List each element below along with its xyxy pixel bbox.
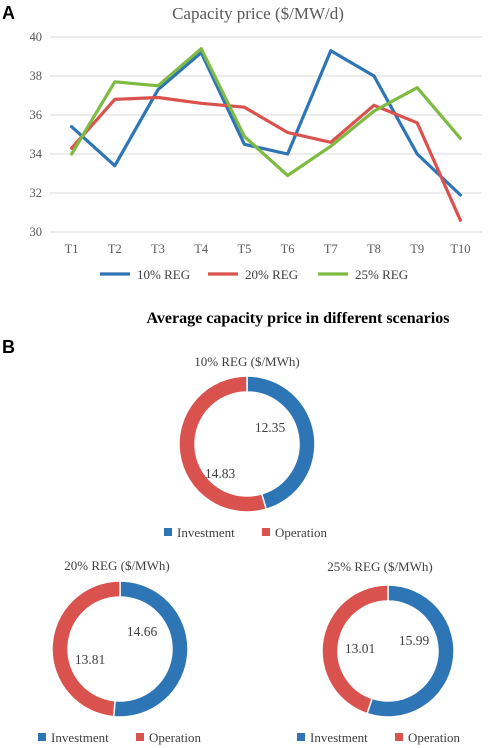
donut-chart-20: 20% REG ($/MWh) 14.66 13.81 Investment Opera… — [38, 558, 201, 745]
panel-a-label: A — [2, 3, 15, 23]
donut-slice-investment — [366, 584, 455, 718]
x-tick-label: T8 — [367, 242, 381, 256]
legend-label: Operation — [408, 730, 460, 745]
donut-slice-operation — [51, 580, 121, 718]
legend-label: 10% REG — [137, 267, 190, 282]
donut-title: 25% REG ($/MWh) — [327, 559, 432, 574]
slice-value-label: 14.66 — [127, 624, 158, 639]
x-tick-label: T1 — [65, 242, 79, 256]
slice-value-label: 13.01 — [345, 641, 375, 656]
series-line-2 — [69, 95, 462, 222]
line-chart-legend: 10% REG 20% REG 25% REG — [100, 267, 408, 282]
legend-swatch — [262, 528, 270, 536]
donut-slice-investment — [112, 580, 189, 718]
legend-swatch — [395, 733, 403, 741]
donut-chart-25: 25% REG ($/MWh) 15.99 13.01 Investment Opera… — [297, 559, 460, 745]
y-tick-label: 32 — [30, 186, 43, 200]
slice-value-label: 14.83 — [205, 466, 236, 481]
x-tick-label: T2 — [108, 242, 122, 256]
slice-value-label: 12.35 — [255, 420, 286, 435]
panel-b-title: Average capacity price in different scen… — [147, 310, 450, 327]
donut-slice-operation — [321, 584, 389, 715]
legend-label: 25% REG — [355, 267, 408, 282]
legend-swatch — [297, 733, 305, 741]
legend-label: Investment — [177, 525, 235, 540]
legend-label: 20% REG — [245, 267, 298, 282]
legend-label: Investment — [51, 730, 109, 745]
series-line-1 — [69, 49, 462, 197]
x-tick-label: T4 — [194, 242, 209, 256]
x-tick-label: T7 — [324, 242, 338, 256]
legend-swatch — [38, 733, 46, 741]
y-tick-label: 30 — [30, 225, 43, 239]
legend-label: Investment — [310, 730, 368, 745]
x-tick-label: T3 — [151, 242, 165, 256]
x-tick-label: T5 — [237, 242, 251, 256]
donut-title: 10% REG ($/MWh) — [194, 354, 299, 369]
series-line-3 — [69, 47, 462, 178]
line-chart-title: Capacity price ($/MW/d) — [172, 4, 344, 23]
donut-slice-investment — [246, 375, 316, 511]
line-chart: 30 32 34 36 38 40 T1 T2 T3 T4 T5 T6 T7 T8 T9 T10 — [30, 30, 482, 256]
y-tick-label: 40 — [30, 30, 43, 44]
donut-title: 20% REG ($/MWh) — [64, 558, 169, 573]
donut-slice-operation — [178, 375, 268, 513]
x-tick-label: T10 — [450, 242, 470, 256]
panel-b-label: B — [2, 337, 15, 357]
legend-swatch — [136, 733, 144, 741]
slice-value-label: 15.99 — [399, 633, 430, 648]
y-tick-label: 36 — [30, 108, 43, 122]
legend-label: Operation — [275, 525, 327, 540]
donut-chart-10: 10% REG ($/MWh) 12.35 14.83 Investment Opera… — [164, 354, 327, 540]
legend-swatch — [164, 528, 172, 536]
slice-value-label: 13.81 — [75, 652, 105, 667]
y-tick-label: 38 — [30, 69, 43, 83]
x-tick-label: T6 — [281, 242, 295, 256]
x-tick-label: T9 — [410, 242, 424, 256]
legend-label: Operation — [149, 730, 201, 745]
y-tick-label: 34 — [30, 147, 43, 161]
